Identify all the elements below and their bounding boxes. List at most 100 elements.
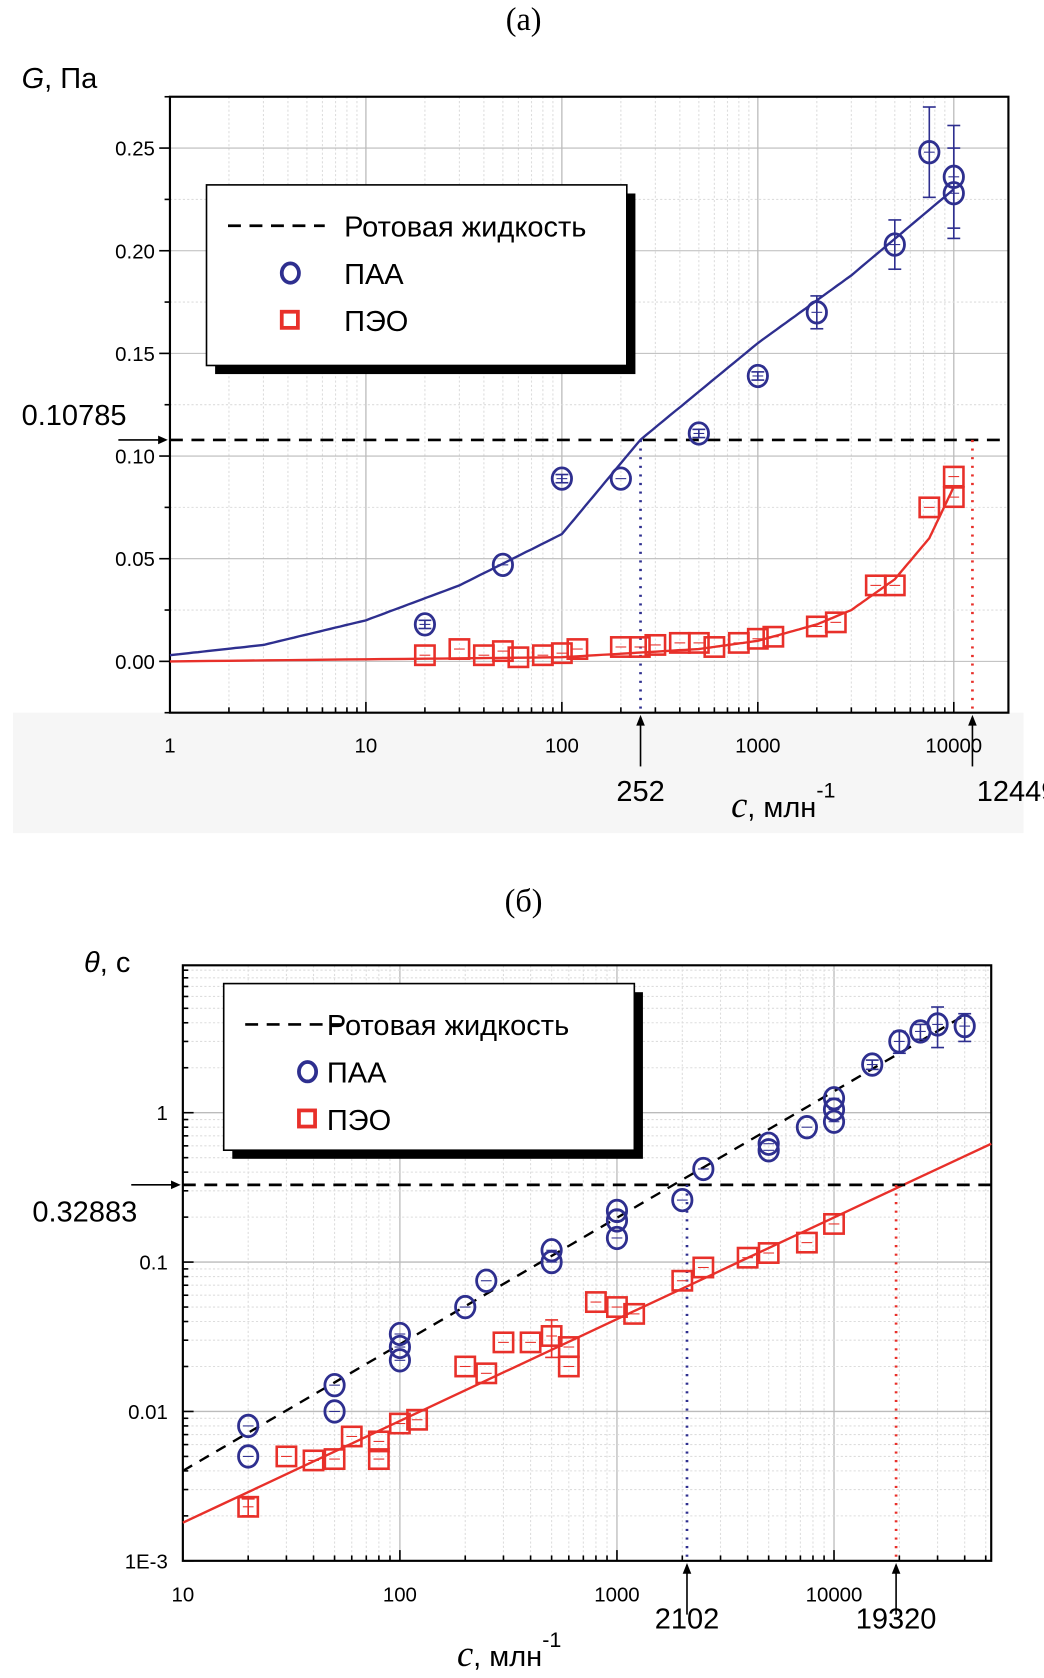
y-axis-label: θ, с: [84, 947, 130, 979]
x-axis-label-symbol: c: [457, 1633, 473, 1674]
x-tick-label: 1000: [594, 1585, 639, 1607]
data-point-paa: [687, 421, 710, 446]
data-point-peo: [687, 631, 710, 654]
intersection-value-label: 12449: [977, 776, 1044, 808]
data-point-paa: [822, 1097, 846, 1122]
data-point-paa: [822, 1109, 846, 1134]
data-point-peo: [275, 1445, 298, 1468]
data-point-paa: [454, 1294, 477, 1320]
y-tick-label: 0.01: [128, 1402, 168, 1424]
y-tick-label: 0.15: [115, 344, 155, 366]
data-point-peo: [628, 636, 651, 658]
intersection-value-label: 252: [616, 776, 664, 808]
x-tick-label: 1000: [735, 735, 780, 757]
data-point-paa: [388, 1321, 411, 1347]
threshold-value-label: 0.10785: [22, 400, 127, 432]
y-tick-label: 0.25: [115, 139, 155, 161]
data-point-peo: [448, 638, 471, 661]
data-point-peo: [795, 1231, 818, 1254]
fit-line-peo: [169, 486, 955, 663]
data-point-peo: [406, 1408, 429, 1431]
data-point-peo: [367, 1448, 390, 1471]
y-tick-label: 0.00: [115, 652, 155, 674]
data-point-peo: [823, 1212, 845, 1235]
data-point-peo: [584, 1291, 607, 1314]
legend-box: [222, 982, 636, 1152]
data-point-paa: [883, 232, 906, 257]
data-point-peo: [736, 1246, 759, 1269]
data-point-paa: [540, 1249, 563, 1275]
intersection-value-label: 2102: [655, 1604, 720, 1636]
plot-frame: [168, 95, 1010, 714]
data-point-paa: [805, 300, 828, 325]
data-point-peo: [454, 1355, 477, 1378]
x-tick-label: 10000: [806, 1585, 863, 1607]
data-point-peo: [507, 646, 530, 669]
x-axis-label: c, млн-1: [731, 779, 835, 825]
data-point-paa: [605, 1198, 629, 1224]
data-point-peo: [475, 1362, 498, 1385]
y-tick-label: 0.10: [115, 447, 155, 469]
data-point-peo: [492, 1331, 515, 1354]
data-point-paa: [757, 1131, 780, 1156]
y-tick-label: 0.05: [115, 549, 155, 571]
arrow-up-icon: [682, 1562, 692, 1574]
x-tick-label: 10: [355, 735, 378, 757]
arrow-head-icon: [171, 1180, 181, 1190]
data-point-peo: [540, 1325, 563, 1347]
x-axis-label: c, млн-1: [457, 1628, 561, 1674]
panel-background: [13, 712, 1024, 834]
data-point-paa: [918, 140, 941, 165]
data-point-paa: [795, 1115, 818, 1140]
x-axis-label-symbol: c: [731, 784, 747, 825]
legend-circle-icon: [297, 1060, 319, 1084]
data-point-paa: [388, 1348, 411, 1373]
y-tick-label: 1: [156, 1103, 167, 1125]
data-point-paa: [540, 1238, 563, 1263]
legend-circle-icon: [279, 261, 301, 285]
data-point-peo: [918, 496, 941, 519]
y-axis-label: G, Па: [22, 63, 99, 95]
data-point-peo: [942, 465, 965, 488]
y-axis-label-unit: , Па: [44, 63, 98, 95]
threshold-value-label: 0.32883: [32, 1196, 137, 1228]
y-tick-label: 1E-3: [125, 1551, 168, 1573]
y-axis-label-symbol: G: [22, 63, 45, 95]
x-tick-label: 100: [545, 735, 579, 757]
x-tick-label: 100: [383, 1585, 417, 1607]
x-axis-label-unit: , млн: [747, 792, 816, 824]
data-point-peo: [302, 1449, 325, 1472]
data-point-paa: [237, 1444, 260, 1469]
data-point-paa: [953, 1013, 976, 1039]
arrow-head-icon: [158, 435, 168, 445]
panel-b-chart: (б) 10 100 1000 10000 1E-3 0.01 0.1 1 θ, с c, млн-…: [32, 883, 993, 1674]
fit-line-peo: [182, 1142, 992, 1524]
x-axis-label-exponent: -1: [542, 1628, 561, 1652]
data-point-paa: [757, 1138, 780, 1163]
data-point-paa: [609, 466, 632, 491]
y-tick-label: 0.1: [139, 1253, 167, 1275]
data-point-peo: [757, 1242, 780, 1264]
data-point-paa: [550, 466, 573, 491]
legend-square-icon: [279, 309, 300, 330]
data-point-paa: [605, 1208, 629, 1233]
legend-square-icon: [297, 1108, 317, 1129]
data-point-paa: [475, 1268, 498, 1293]
data-point-peo: [671, 1269, 694, 1292]
legend-box: [205, 184, 628, 367]
data-point-peo: [692, 1256, 715, 1279]
data-point-paa: [491, 552, 514, 578]
y-tick-label: 0.20: [115, 241, 155, 263]
data-point-peo: [237, 1495, 260, 1518]
legend-label: Ротовая жидкость: [344, 211, 586, 243]
legend-label: Ротовая жидкость: [327, 1010, 569, 1042]
data-point-paa: [605, 1225, 629, 1251]
y-axis-label-unit: , с: [100, 947, 131, 979]
data-point-peo: [491, 640, 514, 663]
data-point-paa: [861, 1052, 884, 1077]
data-point-peo: [367, 1430, 390, 1453]
x-tick-label: 1: [164, 735, 175, 757]
arrow-up-icon: [636, 714, 645, 726]
data-point-paa: [323, 1399, 346, 1424]
